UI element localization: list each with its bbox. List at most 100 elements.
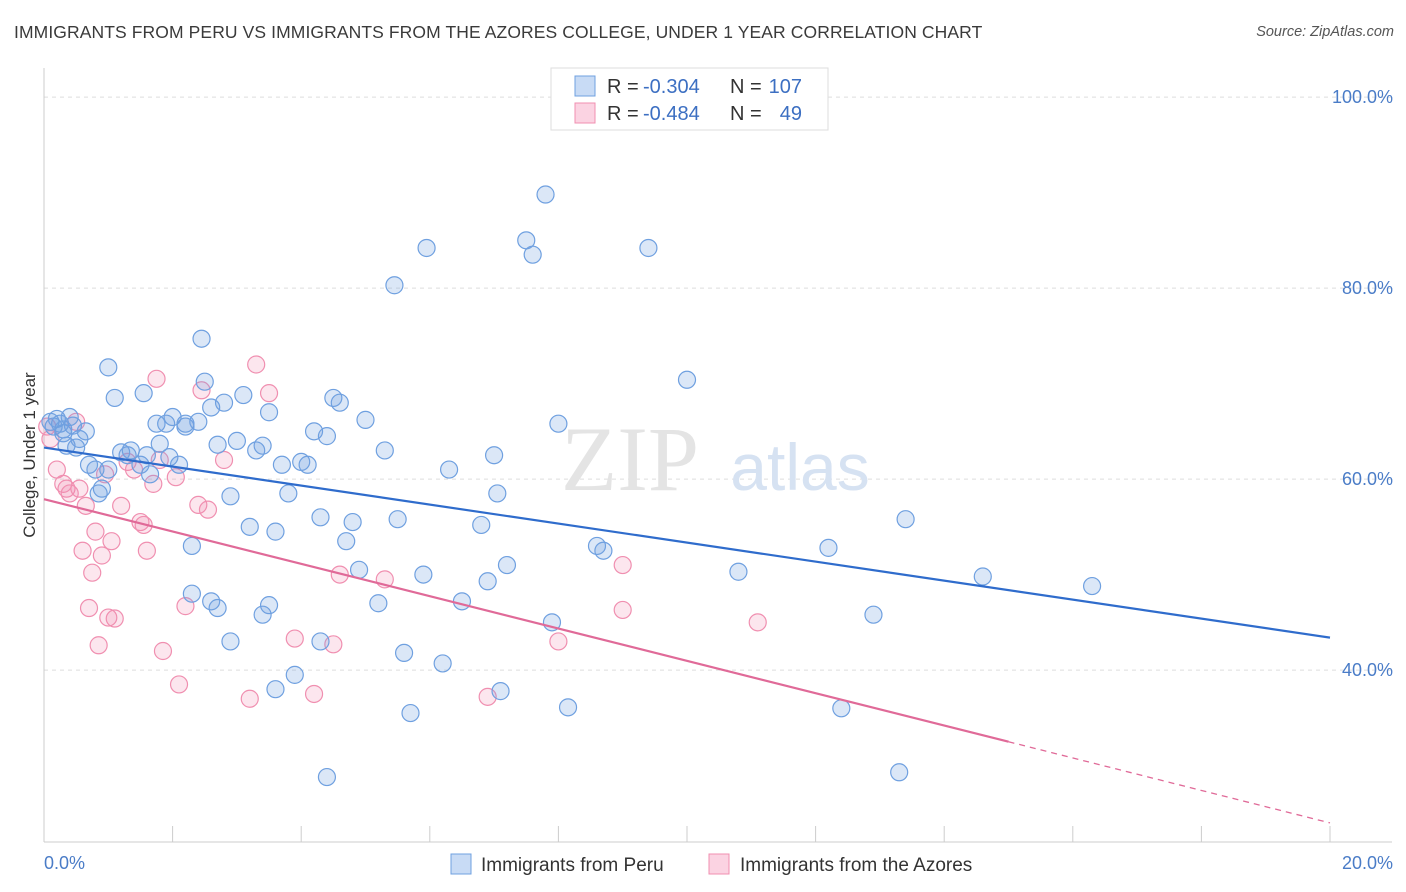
point-peru bbox=[266, 522, 285, 541]
point-peru bbox=[375, 441, 394, 460]
point-peru bbox=[311, 508, 330, 527]
watermark-zip: ZIP bbox=[561, 408, 699, 510]
y-tick-label: 100.0% bbox=[1332, 87, 1393, 107]
point-peru bbox=[76, 422, 95, 441]
point-peru bbox=[385, 276, 404, 295]
point-peru bbox=[131, 455, 150, 474]
point-peru bbox=[195, 372, 214, 391]
point-peru bbox=[234, 385, 253, 405]
point-peru bbox=[86, 460, 105, 479]
point-peru bbox=[472, 515, 491, 535]
point-peru bbox=[485, 446, 504, 465]
point-peru bbox=[311, 632, 330, 651]
point-peru bbox=[240, 517, 259, 536]
point-peru bbox=[864, 605, 883, 624]
point-azores bbox=[153, 641, 173, 661]
point-peru bbox=[134, 384, 153, 403]
legend-r-value-peru: -0.304 bbox=[643, 76, 700, 98]
point-peru bbox=[150, 434, 169, 453]
x-tick-label: 20.0% bbox=[1342, 853, 1393, 873]
legend-top: R = -0.304 N = 107 R = -0.484 N = 49 bbox=[550, 67, 829, 131]
point-peru bbox=[121, 441, 140, 460]
point-azores bbox=[102, 532, 121, 551]
point-peru bbox=[317, 767, 337, 787]
chart-title: IMMIGRANTS FROM PERU VS IMMIGRANTS FROM … bbox=[14, 22, 983, 42]
point-peru bbox=[890, 763, 909, 782]
point-peru bbox=[54, 424, 73, 443]
legend-swatch-azores bbox=[574, 102, 596, 124]
point-azores bbox=[137, 541, 156, 560]
point-azores bbox=[304, 684, 324, 704]
series-peru-points bbox=[41, 185, 1102, 787]
point-peru bbox=[105, 388, 124, 408]
watermark-atlas: atlas bbox=[730, 430, 869, 504]
point-peru bbox=[330, 393, 349, 412]
point-peru bbox=[182, 584, 201, 603]
legend-n-label-azores: N = bbox=[730, 103, 762, 125]
point-peru bbox=[677, 370, 697, 389]
legend-bottom-swatch-azores bbox=[708, 853, 730, 875]
legend-bottom-label-azores: Immigrants from the Azores bbox=[740, 855, 972, 876]
point-azores bbox=[70, 479, 89, 498]
point-azores bbox=[247, 355, 266, 374]
point-peru bbox=[259, 596, 279, 615]
legend-n-label-peru: N = bbox=[730, 76, 762, 98]
point-peru bbox=[92, 479, 111, 498]
point-azores bbox=[105, 609, 124, 628]
legend-r-label-azores: R = bbox=[607, 103, 639, 125]
point-peru bbox=[279, 484, 298, 503]
point-peru bbox=[169, 455, 189, 474]
point-azores bbox=[189, 495, 208, 514]
point-peru bbox=[214, 393, 234, 412]
point-peru bbox=[182, 536, 201, 556]
point-peru bbox=[729, 562, 748, 581]
point-peru bbox=[488, 484, 507, 503]
legend-bottom-label-peru: Immigrants from Peru bbox=[481, 855, 664, 876]
point-peru bbox=[497, 555, 517, 575]
point-peru bbox=[140, 465, 160, 484]
point-azores bbox=[214, 450, 234, 470]
point-peru bbox=[417, 238, 436, 258]
point-azores bbox=[549, 632, 568, 651]
legend-bottom: Immigrants from Peru Immigrants from the… bbox=[450, 853, 972, 876]
legend-r-label-peru: R = bbox=[607, 76, 639, 98]
y-tick-label: 40.0% bbox=[1342, 660, 1393, 680]
point-azores bbox=[613, 600, 632, 620]
trend-line-azores-extension bbox=[1008, 741, 1331, 824]
point-peru bbox=[433, 654, 452, 673]
point-azores bbox=[89, 636, 108, 655]
point-peru bbox=[337, 532, 356, 551]
point-peru bbox=[343, 512, 362, 532]
point-peru bbox=[394, 643, 414, 663]
point-peru bbox=[298, 455, 317, 474]
point-peru bbox=[99, 358, 118, 377]
point-azores bbox=[112, 496, 131, 515]
point-peru bbox=[388, 510, 407, 529]
point-azores bbox=[147, 369, 166, 388]
point-azores bbox=[92, 546, 111, 565]
point-peru bbox=[439, 460, 459, 479]
point-peru bbox=[491, 682, 510, 701]
point-peru bbox=[253, 436, 272, 455]
y-tick-label: 60.0% bbox=[1342, 469, 1393, 489]
point-azores bbox=[73, 541, 92, 560]
point-peru bbox=[272, 455, 292, 474]
point-peru bbox=[1082, 576, 1102, 596]
point-peru bbox=[99, 460, 118, 479]
legend-box bbox=[550, 67, 829, 131]
point-azores bbox=[169, 675, 189, 694]
watermark: ZIP atlas bbox=[561, 408, 870, 510]
point-peru bbox=[147, 414, 166, 433]
point-azores bbox=[198, 500, 218, 519]
legend-n-value-peru: 107 bbox=[769, 76, 802, 98]
point-peru bbox=[227, 431, 246, 450]
trend-line-azores bbox=[43, 498, 1009, 743]
point-azores bbox=[259, 384, 279, 403]
point-peru bbox=[317, 427, 337, 446]
point-azores bbox=[144, 474, 163, 493]
point-azores bbox=[99, 608, 118, 627]
point-peru bbox=[192, 329, 211, 348]
point-azores bbox=[285, 629, 304, 648]
point-peru bbox=[157, 414, 176, 433]
